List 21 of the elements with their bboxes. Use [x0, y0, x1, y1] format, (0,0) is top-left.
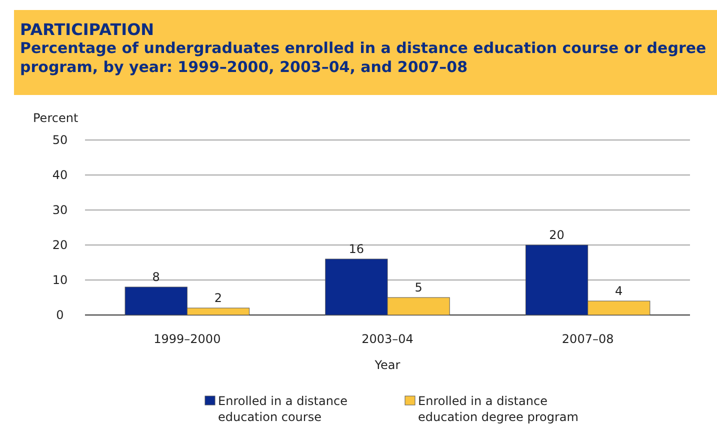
- data-label: 4: [615, 284, 623, 298]
- data-label: 5: [414, 280, 422, 294]
- y-tick-label: 40: [52, 168, 68, 182]
- x-axis-title: Year: [374, 358, 400, 372]
- data-label: 20: [549, 228, 564, 242]
- x-tick-label: 2007–08: [562, 332, 614, 346]
- y-tick-label: 30: [52, 203, 68, 218]
- chart-title: PARTICIPATION: [20, 20, 154, 39]
- chart-subtitle: Percentage of undergraduates enrolled in a distance education course or degree program, by year: 1999–2000, 2003–04, and 2007–08: [20, 39, 706, 76]
- y-tick-label: 20: [52, 238, 68, 252]
- y-axis-title: Percent: [33, 111, 78, 125]
- y-tick-label: 0: [56, 308, 64, 322]
- x-tick-label: 1999–2000: [154, 332, 221, 346]
- y-tick-label: 10: [52, 273, 68, 288]
- data-label: 2: [214, 291, 222, 305]
- legend-label: Enrolled in a distance education course: [218, 394, 348, 424]
- legend-label: Enrolled in a distance education degree program: [418, 394, 578, 424]
- data-label: 16: [348, 242, 364, 256]
- x-tick-label: 2003–04: [362, 332, 414, 346]
- data-label: 8: [152, 270, 160, 284]
- y-tick-label: 50: [52, 133, 68, 148]
